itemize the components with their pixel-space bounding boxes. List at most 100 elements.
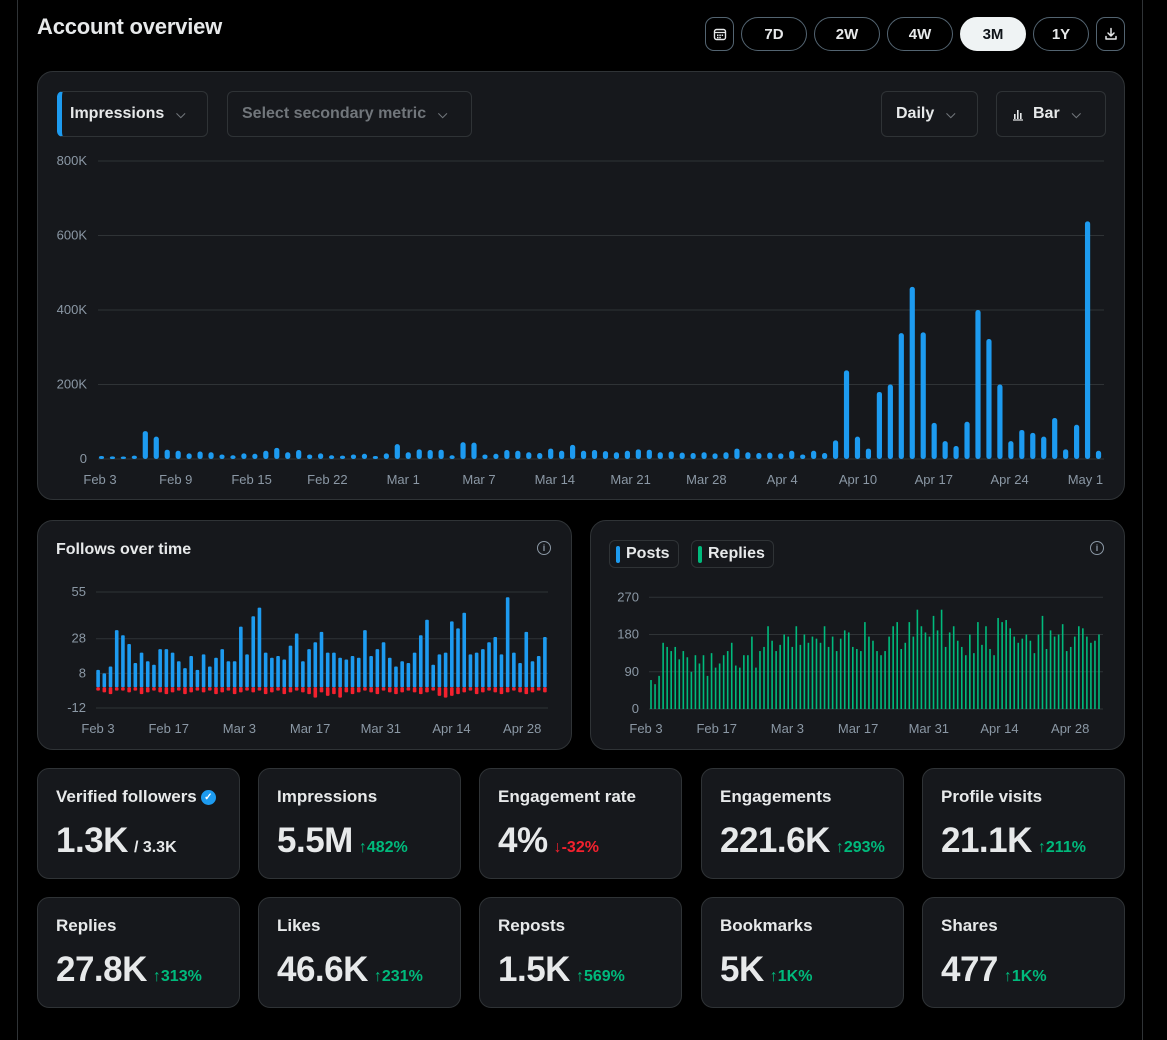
series-0-bar: [307, 649, 311, 688]
series-1-bar: [189, 687, 193, 693]
series-1-bar: [276, 687, 280, 691]
series-1-bar: [245, 687, 249, 691]
arrow-up-icon: ↑: [358, 839, 367, 856]
series-1-bar: [226, 687, 231, 691]
stat-card-impressions[interactable]: Impressions 5.5M ↑482%: [258, 768, 461, 879]
x-tick-label: Mar 17: [838, 721, 878, 736]
impressions-bar: [942, 441, 948, 459]
series-0-bar: [400, 661, 404, 688]
stat-label-text: Likes: [277, 916, 321, 935]
impressions-bar: [1074, 424, 1080, 459]
replies-bar: [654, 684, 656, 709]
range-2w-button[interactable]: 2W: [814, 17, 880, 51]
replies-bar: [981, 644, 983, 709]
impressions-bar: [131, 455, 137, 459]
stat-change: ↑1K%: [770, 968, 813, 985]
primary-metric-dropdown[interactable]: Impressions ⌵: [57, 91, 208, 137]
range-7d-button[interactable]: 7D: [741, 17, 807, 51]
replies-bar: [771, 640, 773, 709]
replies-bar: [827, 646, 830, 709]
y-tick-label: 600K: [57, 228, 88, 243]
legend-posts[interactable]: Posts: [609, 540, 679, 568]
series-0-bar: [214, 657, 218, 688]
x-tick-label: May 1: [1068, 472, 1103, 487]
series-1-bar: [208, 687, 212, 691]
series-0-bar: [114, 630, 119, 688]
series-1-bar: [505, 687, 510, 693]
impressions-bar: [164, 449, 170, 459]
stat-value-text: 477: [941, 950, 998, 989]
replies-bar: [843, 630, 846, 709]
series-1-bar: [512, 687, 516, 691]
stat-card-replies[interactable]: Replies 27.8K ↑313%: [37, 897, 240, 1008]
legend-replies[interactable]: Replies: [691, 540, 774, 568]
stat-change: ↑1K%: [1004, 968, 1047, 985]
chart-type-dropdown[interactable]: Bar ⌵: [996, 91, 1106, 137]
range-3m-button[interactable]: 3M: [960, 17, 1026, 51]
info-icon[interactable]: i: [537, 541, 551, 555]
replies-bar: [1025, 634, 1028, 709]
x-tick-label: Feb 17: [696, 721, 736, 736]
replies-bar: [799, 644, 802, 709]
series-1-bar: [96, 687, 100, 691]
replies-bar: [1061, 624, 1064, 709]
series-1-bar: [493, 687, 498, 693]
replies-bar: [1069, 646, 1072, 709]
replies-bar: [674, 646, 677, 709]
series-0-bar: [282, 659, 287, 688]
series-0-bar: [195, 669, 200, 688]
series-0-bar: [350, 656, 355, 688]
replies-bar: [852, 646, 854, 709]
series-0-bar: [294, 633, 299, 688]
stat-card-engagement-rate[interactable]: Engagement rate 4% ↓-32%: [479, 768, 682, 879]
x-tick-label: Apr 14: [980, 721, 1018, 736]
replies-bar: [876, 651, 878, 709]
stat-value-text: 1.3K: [56, 821, 128, 860]
arrow-up-icon: ↑: [769, 968, 778, 985]
stat-card-profile-visits[interactable]: Profile visits 21.1K ↑211%: [922, 768, 1125, 879]
series-1-bar: [232, 687, 237, 695]
secondary-metric-dropdown[interactable]: Select secondary metric ⌵: [227, 91, 472, 137]
replies-bar: [1065, 651, 1068, 709]
info-icon[interactable]: i: [1090, 541, 1104, 555]
replies-bar: [819, 642, 822, 709]
series-1-bar: [468, 687, 473, 691]
x-tick-label: Feb 3: [629, 721, 662, 736]
stat-card-likes[interactable]: Likes 46.6K ↑231%: [258, 897, 461, 1008]
interval-dropdown[interactable]: Daily ⌵: [881, 91, 978, 137]
impressions-bar: [1095, 450, 1102, 459]
impressions-bar: [416, 449, 422, 459]
calendar-button[interactable]: [705, 17, 734, 51]
bar-chart-icon: [1013, 110, 1023, 121]
impressions-bar: [296, 450, 302, 459]
replies-bar: [791, 646, 794, 709]
stat-card-engagements[interactable]: Engagements 221.6K ↑293%: [701, 768, 904, 879]
series-0-bar: [524, 631, 529, 688]
posts-replies-chart: 0 90 180 270 Feb 3 Feb 17 Mar 3 Mar 17 Mar 31 Apr…: [617, 589, 1103, 736]
stat-value: 46.6K ↑231%: [277, 950, 423, 990]
stat-card-verified-followers[interactable]: Verified followers ✓ 1.3K / 3.3K: [37, 768, 240, 879]
series-0-bar: [170, 652, 175, 688]
stat-change: ↑231%: [374, 968, 423, 985]
series-0-bar: [387, 657, 392, 688]
range-1y-button[interactable]: 1Y: [1033, 17, 1089, 51]
stat-card-reposts[interactable]: Reposts 1.5K ↑569%: [479, 897, 682, 1008]
series-1-bar: [530, 687, 535, 693]
replies-bar: [940, 609, 943, 709]
series-1-bar: [270, 687, 274, 693]
impressions-bar: [394, 444, 400, 459]
series-0-bar: [152, 664, 156, 688]
x-tick-label: Apr 10: [839, 472, 877, 487]
posts-swatch: [616, 545, 620, 563]
range-4w-button[interactable]: 4W: [887, 17, 953, 51]
stat-label-text: Reposts: [498, 916, 566, 935]
stat-card-shares[interactable]: Shares 477 ↑1K%: [922, 897, 1125, 1008]
series-0-bar: [450, 621, 454, 688]
replies-bar: [763, 646, 765, 709]
replies-bar: [1090, 642, 1092, 709]
stat-card-bookmarks[interactable]: Bookmarks 5K ↑1K%: [701, 897, 904, 1008]
impressions-bar: [109, 456, 116, 459]
series-1-bar: [139, 687, 144, 695]
download-button[interactable]: [1096, 17, 1125, 51]
replies-bar: [823, 626, 826, 709]
